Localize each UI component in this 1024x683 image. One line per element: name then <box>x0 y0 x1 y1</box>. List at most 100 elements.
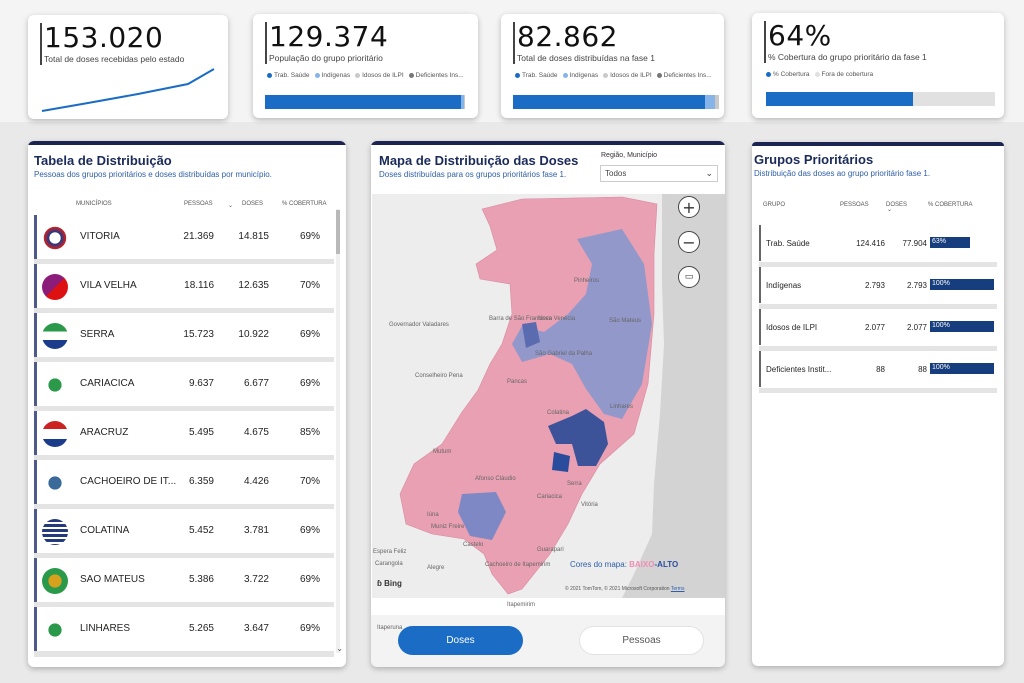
cell-municipio: LINHARES <box>80 623 131 634</box>
cell-pessoas: 21.369 <box>183 231 214 242</box>
municipality-flag-icon <box>42 519 68 545</box>
kpi-value: 64% <box>768 19 832 52</box>
col-grupo[interactable]: GRUPO <box>763 202 786 208</box>
cell-cobertura: 100% <box>932 364 950 371</box>
cell-doses: 3.722 <box>243 574 269 585</box>
row-separator <box>34 455 334 461</box>
municipality-flag-icon <box>42 617 68 643</box>
legend-caption: Cores do mapa: <box>570 560 627 569</box>
zoom-out-icon[interactable]: − <box>678 231 700 253</box>
groups-subtitle: Distribuição das doses ao grupo prioritá… <box>754 169 931 178</box>
table-row[interactable]: VILA VELHA 18.116 12.635 70% <box>34 264 334 314</box>
group-row[interactable]: Deficientes Instit... 88 88 100% <box>759 351 997 393</box>
cell-cobertura: 70% <box>299 280 320 291</box>
legend-item: Idosos de ILPI <box>603 72 652 79</box>
cell-cobertura: 100% <box>932 280 950 287</box>
table-row[interactable]: CACHOEIRO DE IT... 6.359 4.426 70% <box>34 460 334 510</box>
region-filter-dropdown[interactable]: Todos ⌄ <box>600 165 718 182</box>
col-doses[interactable]: DOSES <box>886 202 908 208</box>
population-stacked-bar <box>265 95 465 109</box>
cell-cobertura: 69% <box>299 525 320 536</box>
groups-title: Grupos Prioritários <box>754 152 874 167</box>
kpi-card-cobertura[interactable]: 64% % Cobertura do grupo prioritário da … <box>752 13 1004 118</box>
kpi-value: 82.862 <box>517 20 618 53</box>
group-row[interactable]: Indígenas 2.793 2.793 100% <box>759 267 997 309</box>
map-title: Mapa de Distribuição das Doses <box>379 153 579 168</box>
col-pessoas[interactable]: PESSOAS <box>184 201 213 207</box>
row-separator <box>34 504 334 510</box>
scrollbar[interactable] <box>336 209 340 653</box>
kpi-card-doses-distribuidas[interactable]: 82.862 Total de doses distribuídas na fa… <box>501 14 724 118</box>
col-pessoas[interactable]: PESSOAS <box>840 202 869 208</box>
cell-grupo: Trab. Saúde <box>766 239 810 248</box>
kpi-label: Total de doses distribuídas na fase 1 <box>517 53 655 63</box>
trend-sparkline <box>41 68 215 112</box>
cell-municipio: CARIACICA <box>80 378 135 389</box>
map-place-label: Cachoeiro de Itapemirim <box>485 562 551 568</box>
cell-cobertura: 69% <box>299 574 320 585</box>
sort-desc-icon[interactable]: ⌄ <box>228 203 234 209</box>
kpi-accent-bar <box>513 22 515 64</box>
col-doses[interactable]: DOSES <box>242 201 264 207</box>
kpi-label: % Cobertura do grupo prioritário da fase… <box>768 52 927 62</box>
table-row[interactable]: SAO MATEUS 5.386 3.722 69% <box>34 558 334 608</box>
municipality-flag-icon <box>42 568 68 594</box>
col-cobertura[interactable]: % COBERTURA <box>282 201 327 207</box>
pessoas-button[interactable]: Pessoas <box>579 626 704 655</box>
map-place-label: Carangola <box>375 561 403 567</box>
cell-pessoas: 9.637 <box>188 378 214 389</box>
table-row[interactable]: ARACRUZ 5.495 4.675 85% <box>34 411 334 461</box>
cell-doses: 3.647 <box>243 623 269 634</box>
cell-municipio: SAO MATEUS <box>80 574 145 585</box>
legend-item: Fora de cobertura <box>814 71 873 78</box>
kpi-accent-bar <box>265 22 267 64</box>
map-place-label: Mutum <box>433 449 452 455</box>
map-place-label: Guarapari <box>537 547 564 553</box>
kpi-card-doses-recebidas[interactable]: 153.020 Total de doses recebidas pelo es… <box>28 15 228 119</box>
map-place-label: Alegre <box>427 565 445 571</box>
col-cobertura[interactable]: % COBERTURA <box>928 202 973 208</box>
chevron-down-icon: ⌄ <box>705 168 713 178</box>
row-separator <box>34 602 334 608</box>
coverage-data-bar <box>930 279 994 290</box>
table-row[interactable]: COLATINA 5.452 3.781 69% <box>34 509 334 559</box>
kpi-label: Total de doses recebidas pelo estado <box>44 54 185 64</box>
cell-municipio: CACHOEIRO DE IT... <box>80 476 177 487</box>
sort-desc-icon[interactable]: ⌄ <box>887 207 893 213</box>
map-panel: Mapa de Distribuição das Doses Doses dis… <box>371 141 725 667</box>
scrollbar-thumb[interactable] <box>336 210 340 254</box>
municipality-flag-icon <box>42 274 68 300</box>
legend-item: Indígenas <box>562 72 598 79</box>
map-place-label: Espera Feliz <box>373 549 407 555</box>
cell-municipio: SERRA <box>80 329 115 340</box>
table-row[interactable]: SERRA 15.723 10.922 69% <box>34 313 334 363</box>
map-place-label: Afonso Cláudio <box>475 476 516 482</box>
groups-panel: Grupos Prioritários Distribuição das dos… <box>752 142 1004 666</box>
cell-cobertura: 63% <box>932 238 947 245</box>
choropleth-map[interactable] <box>372 194 725 598</box>
doses-stacked-bar <box>513 95 719 109</box>
row-separator <box>34 406 334 412</box>
group-row[interactable]: Trab. Saúde 124.416 77.904 63% <box>759 225 997 267</box>
cell-cobertura: 69% <box>299 623 320 634</box>
map-color-legend: Cores do mapa: BAIXO-ALTO <box>570 560 678 569</box>
terms-link[interactable]: Terms <box>670 586 685 592</box>
table-row[interactable]: VITORIA 21.369 14.815 69% <box>34 215 334 265</box>
coverage-data-bar <box>930 321 994 332</box>
col-municipios[interactable]: MUNICÍPIOS <box>76 201 112 207</box>
table-row[interactable]: LINHARES 5.265 3.647 69% <box>34 607 334 657</box>
legend-item: Trab. Saúde <box>267 72 310 79</box>
kpi-value: 129.374 <box>269 20 389 53</box>
cell-doses: 6.677 <box>243 378 269 389</box>
copyright-text: © 2021 TomTom, © 2021 Microsoft Corporat… <box>565 586 670 592</box>
table-row[interactable]: CARIACICA 9.637 6.677 69% <box>34 362 334 412</box>
scroll-down-icon[interactable]: ⌄ <box>336 644 343 653</box>
kpi-card-populacao[interactable]: 129.374 População do grupo prioritário T… <box>253 14 478 118</box>
select-area-icon[interactable]: ▭ <box>678 266 700 288</box>
map-copyright: © 2021 TomTom, © 2021 Microsoft Corporat… <box>565 586 684 592</box>
doses-button[interactable]: Doses <box>398 626 523 655</box>
zoom-in-icon[interactable]: + <box>678 196 700 218</box>
coverage-legend: % Cobertura Fora de cobertura <box>766 71 873 78</box>
group-row[interactable]: Idosos de ILPI 2.077 2.077 100% <box>759 309 997 351</box>
municipality-flag-icon <box>42 323 68 349</box>
